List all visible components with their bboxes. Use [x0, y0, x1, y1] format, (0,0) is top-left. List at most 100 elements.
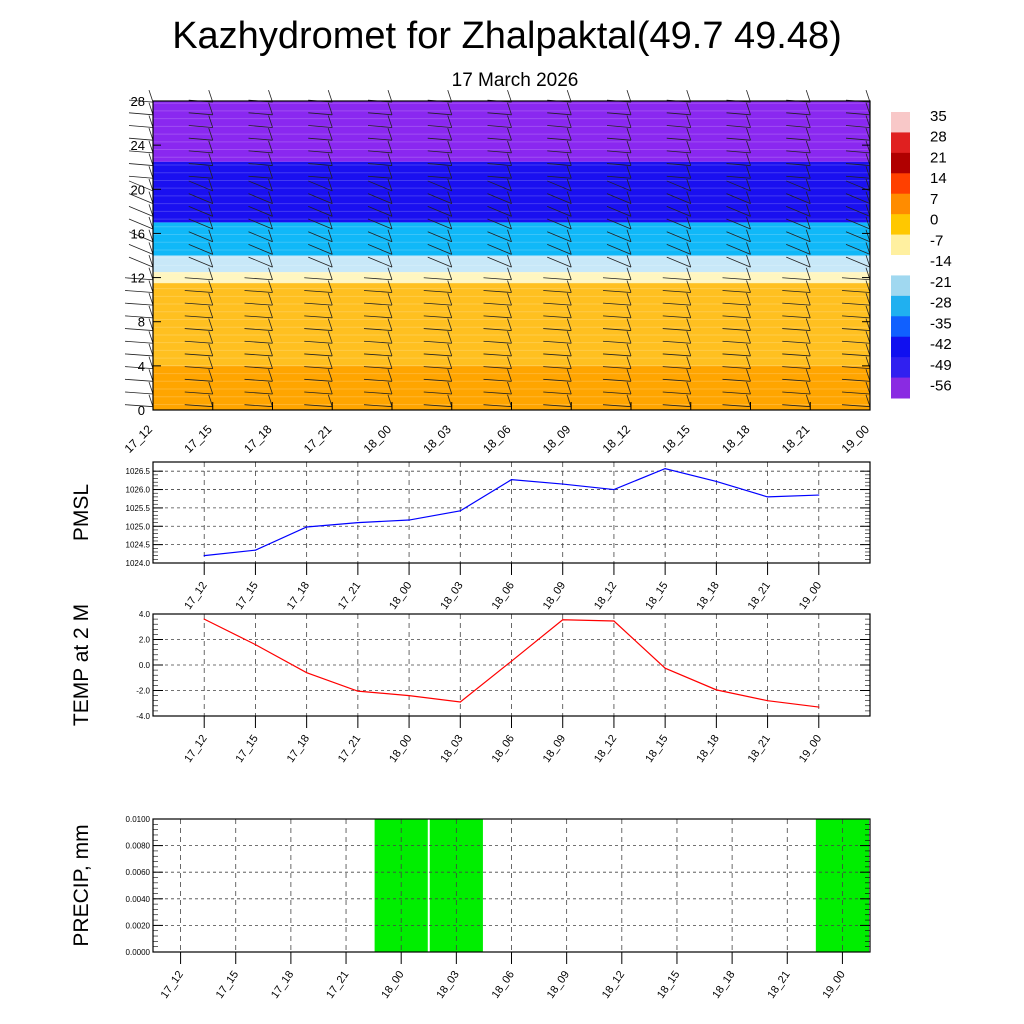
wind-barb-flag	[447, 89, 453, 103]
wind-barb-flag	[208, 178, 214, 192]
wind-barb-staff	[841, 328, 871, 331]
wind-barb-staff	[427, 256, 452, 268]
wind-barb-staff	[248, 231, 273, 243]
wind-barb-staff	[662, 353, 691, 357]
wind-barb-staff	[188, 218, 213, 230]
wind-barb-flag	[148, 166, 154, 179]
data-point	[613, 488, 615, 491]
wind-barb-staff	[487, 218, 512, 230]
wind-barb-staff	[547, 218, 572, 230]
wind-barb-staff	[662, 290, 691, 293]
wind-barb-staff	[487, 163, 512, 166]
wind-barb-staff	[363, 290, 393, 293]
x-tick-label: 18_18	[694, 580, 721, 612]
wind-barb-flag	[268, 242, 273, 255]
colorbar-label: -21	[930, 274, 952, 291]
wind-barb-flag	[507, 305, 512, 318]
colorbar-swatch	[891, 173, 910, 195]
wind-barb-staff	[128, 244, 154, 255]
wind-barb-staff	[543, 391, 572, 395]
wind-barb-staff	[128, 163, 154, 166]
wind-barb-flag	[148, 153, 154, 166]
wind-barb-staff	[602, 353, 632, 357]
wind-barb-staff	[606, 256, 632, 268]
wind-barb-flag	[268, 153, 273, 166]
wind-barb-flag	[387, 293, 393, 306]
wind-barb-staff	[427, 175, 452, 179]
wind-barb-staff	[547, 256, 572, 268]
wind-barb-staff	[304, 290, 333, 293]
wind-barb-flag	[327, 280, 333, 293]
wind-barb-flag	[148, 318, 154, 331]
wind-barb-staff	[487, 180, 512, 192]
wind-barb-flag	[447, 356, 453, 369]
wind-barb-flag	[805, 356, 811, 369]
plot-frame	[152, 461, 871, 564]
y-tick-label: 24	[131, 138, 145, 153]
wind-barb-staff	[602, 302, 632, 306]
wind-barb-flag	[805, 204, 811, 217]
wind-barb-flag	[447, 242, 453, 255]
wind-barb-flag	[865, 153, 871, 166]
wind-barb-staff	[543, 404, 572, 408]
wind-barb-staff	[606, 193, 632, 205]
wind-barb-staff	[841, 378, 871, 382]
wind-barb-staff	[124, 277, 154, 281]
wind-barb-staff	[666, 205, 691, 217]
wind-barb-flag	[805, 166, 811, 179]
temperature-band	[153, 255, 870, 273]
wind-barb-staff	[124, 353, 154, 357]
wind-barb-staff	[188, 137, 213, 141]
wind-barb-flag	[327, 356, 333, 369]
wind-barb-flag	[447, 381, 453, 395]
x-tick-label: 18_03	[420, 422, 454, 456]
data-point	[408, 519, 410, 521]
wind-barb-staff	[248, 137, 273, 141]
y-tick-label: 1026.0	[126, 486, 151, 495]
x-tick-label: 18_15	[643, 733, 670, 765]
wind-barb-flag	[686, 381, 692, 395]
y-tick-label: 0.0000	[126, 948, 151, 957]
wind-barb-staff	[543, 366, 572, 370]
wind-barb-staff	[423, 391, 452, 395]
wind-barb-flag	[327, 369, 333, 382]
wind-barb-staff	[184, 340, 213, 344]
x-tick-label: 18_09	[541, 733, 568, 765]
wind-barb-staff	[782, 328, 811, 331]
wind-barb-flag	[327, 242, 333, 255]
colorbar-label: 21	[930, 149, 947, 166]
wind-barb-staff	[483, 302, 512, 306]
x-tick-label: 18_00	[387, 733, 414, 765]
x-tick-label: 19_00	[839, 422, 873, 456]
wind-barb-flag	[208, 89, 214, 103]
wind-barb-flag	[865, 381, 871, 395]
wind-barb-flag	[148, 204, 154, 217]
wind-barb-flag	[447, 280, 453, 293]
y-tick-label: 1025.5	[126, 504, 151, 513]
wind-barb-flag	[746, 305, 751, 318]
wind-barb-staff	[188, 112, 213, 116]
wind-barb-flag	[148, 394, 154, 407]
wind-barb-staff	[666, 125, 691, 128]
wind-barb-staff	[786, 218, 811, 230]
wind-barb-staff	[248, 163, 273, 166]
wind-barb-flag	[447, 178, 453, 192]
wind-barb-flag	[805, 178, 811, 192]
wind-barb-flag	[626, 381, 632, 395]
wind-barb-flag	[686, 318, 692, 331]
wind-barb-staff	[602, 378, 632, 382]
wind-barb-staff	[845, 205, 871, 217]
colorbar-label: 28	[930, 129, 947, 146]
wind-barb-staff	[124, 290, 154, 293]
wind-barb-flag	[507, 102, 512, 115]
wind-barb-staff	[124, 378, 154, 382]
wind-barb-flag	[746, 343, 751, 357]
wind-barb-flag	[447, 394, 453, 407]
wind-barb-flag	[268, 394, 273, 407]
wind-barb-flag	[626, 166, 632, 179]
wind-barb-flag	[507, 89, 512, 103]
wind-barb-staff	[845, 150, 871, 154]
wind-barb-staff	[666, 180, 691, 192]
wind-barb-staff	[841, 277, 871, 281]
wind-barb-staff	[483, 378, 512, 382]
